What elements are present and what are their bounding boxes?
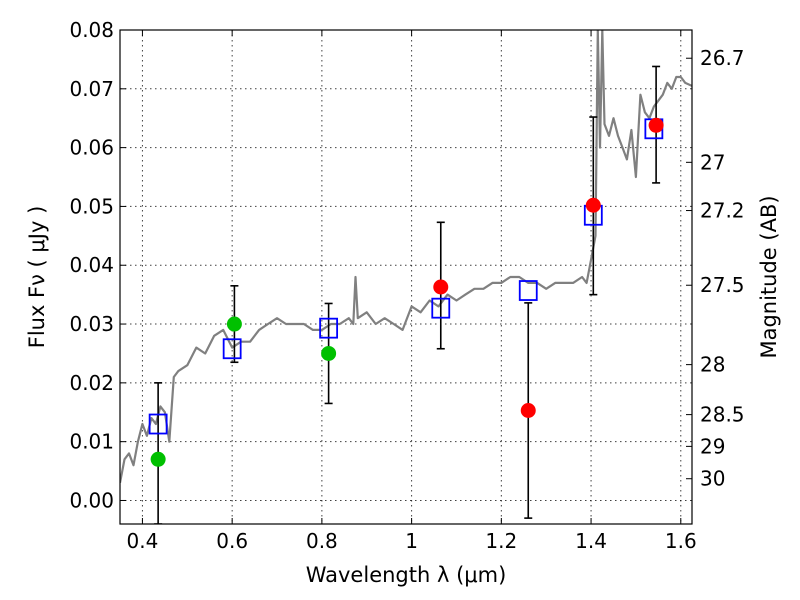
- grid: [120, 29, 692, 524]
- y-tick-label: 0.02: [69, 371, 114, 395]
- ir-data-point: [433, 279, 449, 295]
- optical-data-point: [321, 345, 337, 361]
- x-tick-label: 0.4: [127, 529, 159, 553]
- model-flux-box: [319, 317, 339, 339]
- ir-data-point: [648, 117, 664, 133]
- x-tick-label: 1: [405, 529, 418, 553]
- y2-axis-title: Magnitude (AB): [757, 195, 781, 358]
- axis-ticks: 0.4 0.6 0.8 1 1.2 1.4 1.6 0.00 0.01 0.02 0.03 0.04 0…: [69, 18, 744, 553]
- y-tick-label: 0.08: [69, 18, 114, 42]
- x-tick-label: 0.8: [306, 529, 338, 553]
- x-tick-label: 0.6: [216, 529, 248, 553]
- y2-tick-label: 28: [700, 353, 725, 377]
- optical-data-point: [226, 316, 242, 332]
- x-tick-label: 1.2: [485, 529, 517, 553]
- x-axis-title: Wavelength λ (μm): [306, 563, 507, 587]
- y-tick-label: 0.05: [69, 194, 114, 218]
- y-tick-label: 0.01: [69, 430, 114, 454]
- plot-area: [120, 30, 692, 524]
- y2-tick-label: 27.2: [700, 199, 745, 223]
- y2-tick-label: 26.7: [700, 46, 745, 70]
- y2-tick-label: 29: [700, 434, 725, 458]
- y-axis-title: Flux Fν ( μJy ): [25, 206, 49, 349]
- y-tick-label: 0.06: [69, 136, 114, 160]
- ir-data-point: [520, 402, 536, 418]
- model-flux-box: [518, 280, 538, 301]
- y-tick-label: 0.00: [69, 488, 114, 512]
- y-tick-label: 0.07: [69, 77, 114, 101]
- y2-tick-label: 27.5: [700, 273, 745, 297]
- y-tick-label: 0.04: [69, 253, 114, 277]
- optical-data-point: [150, 451, 166, 467]
- ir-data-point: [585, 197, 601, 213]
- model-flux-box: [148, 413, 168, 435]
- x-tick-label: 1.4: [575, 529, 607, 553]
- y2-tick-label: 30: [700, 467, 725, 491]
- y2-tick-label: 28.5: [700, 403, 745, 427]
- plot-frame: [119, 29, 693, 525]
- model-flux-box: [431, 297, 451, 319]
- model-flux-box: [222, 338, 242, 360]
- y-tick-label: 0.03: [69, 312, 114, 336]
- x-tick-label: 1.6: [665, 529, 697, 553]
- template-spectrum-line: [120, 30, 692, 484]
- y2-tick-label: 27: [700, 150, 725, 174]
